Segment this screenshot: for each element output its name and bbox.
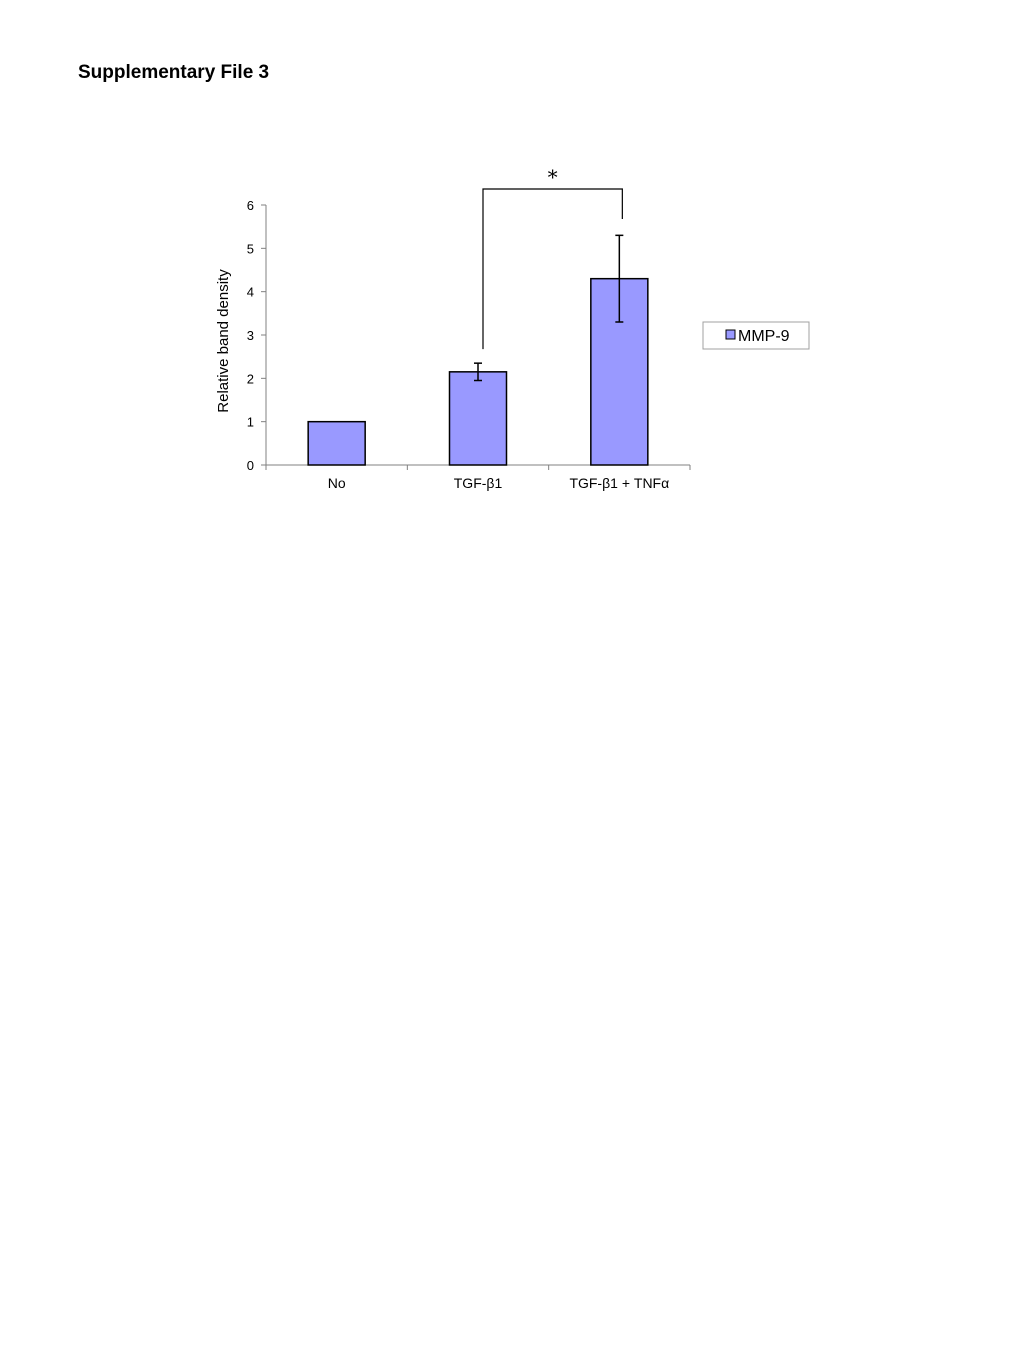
bar — [307, 420, 366, 466]
document-title: Supplementary File 3 — [78, 62, 270, 83]
error-bar — [474, 362, 482, 382]
error-bars — [474, 234, 624, 382]
y-axis-label: Relative band density — [215, 269, 232, 413]
y-tick-label: 4 — [247, 285, 254, 300]
y-tick-label: 2 — [247, 371, 254, 386]
legend-label: MMP-9 — [738, 328, 790, 345]
bar-chart: 0 1 2 3 4 5 6 No TGF-β1 TGF-β1 + TNFα * Relative… — [215, 165, 810, 491]
bar — [448, 371, 508, 466]
legend: MMP-9 — [702, 321, 810, 350]
y-tick-label: 1 — [247, 415, 254, 430]
x-tick-label: TGF-β1 + TNFα — [569, 475, 669, 491]
x-tick-label: No — [328, 475, 346, 491]
significance-label: * — [548, 165, 558, 189]
legend-box — [702, 321, 810, 350]
error-bar — [615, 234, 624, 323]
significance-line — [482, 188, 623, 350]
significance-bracket: * — [482, 165, 623, 350]
legend-swatch — [725, 329, 736, 340]
y-tick-label: 0 — [247, 458, 254, 473]
y-tick-label: 3 — [247, 328, 254, 343]
x-axis: No TGF-β1 TGF-β1 + TNFα — [265, 464, 691, 491]
y-tick-label: 5 — [247, 241, 254, 256]
x-tick-label: TGF-β1 — [454, 475, 503, 491]
y-tick-label: 6 — [247, 198, 254, 213]
y-axis: 0 1 2 3 4 5 6 — [247, 198, 267, 473]
